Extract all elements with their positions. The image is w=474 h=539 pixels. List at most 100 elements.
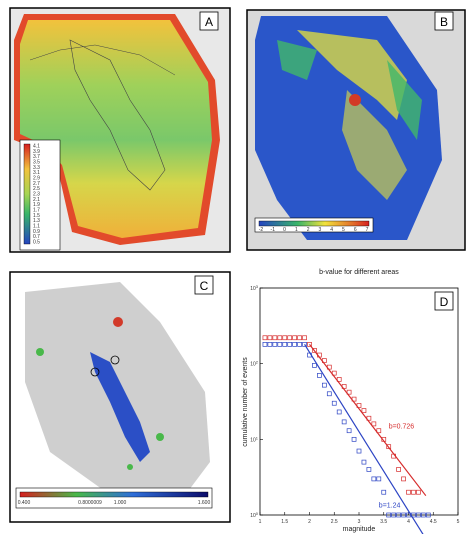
data-point-blue (376, 476, 382, 482)
data-point-blue (321, 382, 327, 388)
colorbar-b-tick: 2 (307, 227, 310, 233)
y-tick-label: 102 (250, 360, 259, 368)
colorbar-a-tick: 3.3 (33, 165, 40, 171)
data-point-blue (292, 342, 298, 347)
data-point-red (302, 335, 307, 341)
colorbar-b-tick: 4 (330, 227, 333, 233)
colorbar-c-tick: 1.600 (198, 500, 211, 506)
data-point-blue (386, 512, 392, 518)
colorbar-a-tick: 4.1 (33, 144, 40, 150)
y-axis-ticks: 100 101 102 103 (250, 284, 263, 519)
data-point-blue (421, 512, 426, 518)
data-point-red (287, 335, 293, 341)
colorbar-a-tick: 3.5 (33, 160, 40, 166)
data-points (262, 335, 431, 518)
data-point-blue (411, 512, 416, 518)
data-point-red (411, 489, 416, 495)
data-point-red (267, 335, 273, 341)
colorbar-a-tick: 2.7 (33, 181, 40, 187)
data-point-blue (391, 512, 396, 518)
data-point-blue (262, 342, 268, 347)
colorbar-c-tick: 1.000 (114, 500, 127, 506)
data-point-blue (272, 342, 278, 347)
data-point-red (262, 335, 268, 341)
colorbar-b-tick: 3 (318, 227, 321, 233)
data-point-red (272, 335, 278, 341)
colorbar-a-tick: 1.5 (33, 213, 40, 219)
colorbar-a-tick: 3.9 (33, 149, 40, 155)
colorbar-b-tick: 0 (283, 227, 286, 233)
data-point-red (391, 453, 396, 459)
colorbar-a-tick: 1.7 (33, 208, 40, 214)
panel-a-field (20, 20, 212, 238)
fit-line-blue (304, 344, 427, 539)
panel-b-letter: B (440, 15, 448, 29)
y-tick-label: 100 (250, 511, 259, 519)
colorbar-a-tick: 3.7 (33, 154, 40, 160)
data-point-red (351, 396, 357, 402)
data-point-red (321, 358, 327, 363)
data-point-blue (346, 428, 352, 434)
colorbar-b-tick: 5 (342, 227, 345, 233)
x-tick-label: 1 (259, 519, 262, 525)
data-point-red (331, 370, 337, 376)
data-point-red (277, 335, 283, 341)
data-point-blue (267, 342, 273, 347)
data-point-red (381, 436, 387, 442)
data-point-red (371, 421, 377, 427)
data-point-blue (381, 489, 387, 495)
y-tick-label: 101 (250, 435, 259, 443)
data-point-red (336, 377, 342, 382)
y-axis-label: cumulative number of events (242, 357, 249, 447)
panel-a-letter: A (205, 15, 213, 29)
panel-d-letter: D (440, 295, 449, 309)
x-tick-label: 5 (457, 519, 460, 525)
data-point-blue (401, 512, 406, 518)
panel-a-map: 4.1 3.9 3.7 3.5 3.3 3.1 2.9 2.7 2.5 2.3 2.1 1.9 1.7 1… (0, 0, 237, 260)
data-point-red (406, 489, 411, 495)
data-point-red (386, 444, 392, 450)
data-point-blue (317, 373, 322, 378)
b-value-chart: b-value for different areas 1 1.5 2 2.5 3 3.5… (242, 269, 460, 539)
colorbar-c-tick: 0.400 (18, 500, 31, 506)
x-axis-label: magnitude (343, 526, 376, 533)
plot-area (259, 287, 459, 516)
colorbar-a-tick: 3.1 (33, 170, 40, 176)
panel-c-map: 0.400 0.8000009 1.000 1.600 C (0, 262, 237, 534)
colorbar-a-tick: 2.3 (33, 192, 40, 198)
panel-c-svg: 0.400 0.8000009 1.000 1.600 C (9, 271, 231, 523)
colorbar-a-tick: 0.7 (33, 234, 40, 240)
chart-title: b-value for different areas (319, 269, 399, 276)
data-point-blue (302, 342, 307, 347)
data-point-blue (356, 448, 362, 454)
data-point-red (401, 476, 406, 482)
data-point-blue (371, 476, 377, 482)
data-point-red (361, 408, 367, 413)
data-point-blue (297, 342, 302, 347)
x-tick-label: 2 (308, 519, 311, 525)
data-point-red (312, 347, 317, 353)
data-point-blue (282, 342, 288, 347)
data-point-red (376, 428, 382, 434)
data-point-blue (336, 409, 342, 415)
b-value-label-blue: b=1.24 (379, 503, 401, 510)
x-tick-label: 3 (358, 519, 361, 525)
panel-b-map: -2 -1 0 1 2 3 4 5 6 7 B (237, 0, 474, 260)
panel-a-colorbar (23, 143, 31, 245)
x-tick-label: 1.5 (281, 519, 288, 525)
data-point-red (341, 384, 347, 389)
x-tick-label: 4 (407, 519, 410, 525)
panel-c-colorbar (19, 491, 209, 498)
colorbar-a-tick: 1.3 (33, 218, 40, 224)
x-tick-label: 3.5 (380, 519, 387, 525)
colorbar-a-tick: 2.1 (33, 197, 40, 203)
data-point-blue (396, 512, 401, 518)
data-point-red (317, 352, 322, 358)
colorbar-b-tick: 7 (366, 227, 369, 233)
data-point-red (356, 403, 362, 408)
colorbar-b-tick: -1 (271, 227, 276, 233)
data-point-blue (312, 363, 317, 368)
panel-d-chart: b-value for different areas 1 1.5 2 2.5 3 3.5… (237, 262, 474, 539)
panel-c-letter: C (200, 279, 209, 293)
colorbar-a-tick: 0.9 (33, 229, 40, 235)
